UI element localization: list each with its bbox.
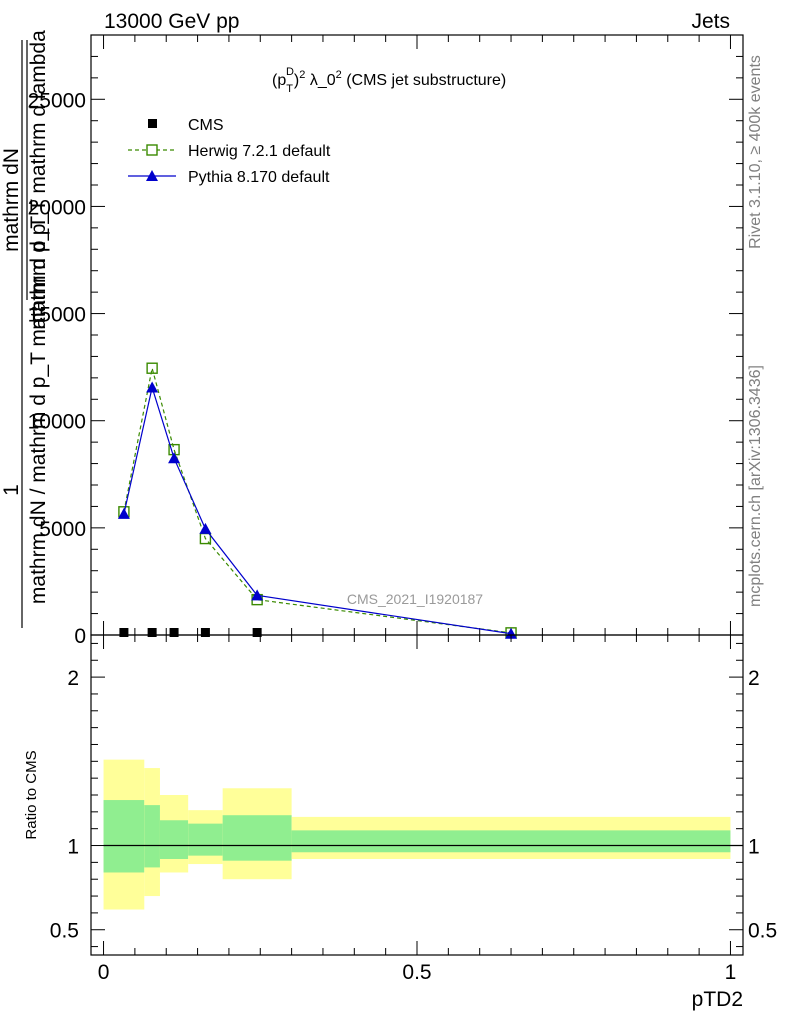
ratio-band-inner xyxy=(188,823,223,856)
main-y-tick-label: 15000 xyxy=(28,304,86,327)
ratio-y-ticks: 0.5 0.5 1 1 2 2 xyxy=(50,642,777,948)
legend-entry-herwig: Herwig 7.2.1 default xyxy=(128,143,331,160)
ratio-y-tick-label: 1 xyxy=(67,836,79,859)
rivet-version-label: Rivet 3.1.10, ≥ 400k events xyxy=(747,55,764,249)
ratio-y-tick-label: 2 xyxy=(67,667,79,690)
main-plot-area: 0 5000 10000 15000 20000 25000 xyxy=(28,35,743,648)
x-tick-label: 0 xyxy=(98,961,110,984)
legend-label-cms: CMS xyxy=(188,117,224,134)
y-axis-label: 1 mathrm dN / mathrm d p_T mathrm d p_T … xyxy=(0,30,50,628)
mcplots-credit-label: mcplots.cern.ch [arXiv:1306.3436] xyxy=(747,365,764,607)
main-y-tick-label: 5000 xyxy=(39,518,86,541)
series-line-pythia xyxy=(123,385,512,635)
legend: CMS Herwig 7.2.1 default Pythia 8.170 de… xyxy=(128,117,331,186)
legend-entry-cms: CMS xyxy=(148,117,224,134)
data-point-cms xyxy=(119,628,129,637)
main-y-ticks: 0 5000 10000 15000 20000 25000 xyxy=(28,55,743,648)
main-series-layer xyxy=(117,362,518,639)
data-point-pythia xyxy=(505,627,518,639)
ratio-y-tick-label-right: 1 xyxy=(748,836,760,859)
ratio-panel: 0.5 0.51 12 2 0 0.5 1 Ratio to CMS xyxy=(23,634,777,984)
data-point-pythia xyxy=(199,522,212,534)
data-point-pythia xyxy=(168,452,181,464)
ratio-y-tick-label: 0.5 xyxy=(50,920,79,943)
header-category: Jets xyxy=(691,10,730,33)
y-label-dpt: mathrm d p_T mathrm d lambda xyxy=(27,30,50,330)
ratio-band-inner xyxy=(291,830,731,853)
y-label-one: 1 xyxy=(0,484,23,496)
ratio-band-inner xyxy=(159,820,189,859)
main-panel: 0 5000 10000 15000 20000 25000 (pTD)2 λ_02 (C… xyxy=(0,30,744,648)
data-point-cms xyxy=(147,628,157,637)
ratio-x-ticks: 0 0.5 1 xyxy=(98,635,737,984)
data-point-cms xyxy=(200,628,210,637)
legend-entry-pythia: Pythia 8.170 default xyxy=(128,169,330,186)
ratio-y-tick-label-right: 2 xyxy=(748,667,760,690)
header-energy: 13000 GeV pp xyxy=(104,10,239,33)
legend-marker-pythia xyxy=(146,170,158,181)
y-label-dn: mathrm dN xyxy=(0,148,23,252)
main-y-tick-label: 0 xyxy=(74,625,86,648)
main-y-tick-label: 20000 xyxy=(28,196,86,219)
ratio-y-tick-label-right: 0.5 xyxy=(748,920,777,943)
data-point-pythia xyxy=(251,589,264,601)
ratio-band-inner xyxy=(144,805,160,868)
ratio-band-inner xyxy=(222,815,292,861)
data-point-pythia xyxy=(146,381,159,393)
x-tick-label: 1 xyxy=(725,961,737,984)
plot-title: (pTD)2 λ_02 (CMS jet substructure) xyxy=(272,66,506,95)
x-axis-label: pTD2 xyxy=(692,988,743,1011)
analysis-watermark: CMS_2021_I1920187 xyxy=(347,591,483,607)
legend-label-pythia: Pythia 8.170 default xyxy=(188,169,330,186)
legend-label-herwig: Herwig 7.2.1 default xyxy=(188,143,331,160)
ratio-ylabel: Ratio to CMS xyxy=(23,750,40,839)
data-point-herwig xyxy=(146,362,158,374)
y-label-denominator: mathrm dN / mathrm d p_T mathrm d p_T xyxy=(27,216,50,604)
main-y-tick-label: 10000 xyxy=(28,411,86,434)
x-tick-label: 0.5 xyxy=(402,961,431,984)
main-y-tick-label: 25000 xyxy=(28,89,86,112)
legend-marker-herwig xyxy=(146,144,158,156)
data-point-cms xyxy=(252,628,262,637)
legend-marker-cms xyxy=(148,119,157,128)
data-point-cms xyxy=(169,628,179,637)
ratio-frame xyxy=(90,634,744,956)
ratio-bands xyxy=(103,759,731,910)
data-point-pythia xyxy=(117,507,130,519)
ratio-band-inner xyxy=(103,800,145,873)
